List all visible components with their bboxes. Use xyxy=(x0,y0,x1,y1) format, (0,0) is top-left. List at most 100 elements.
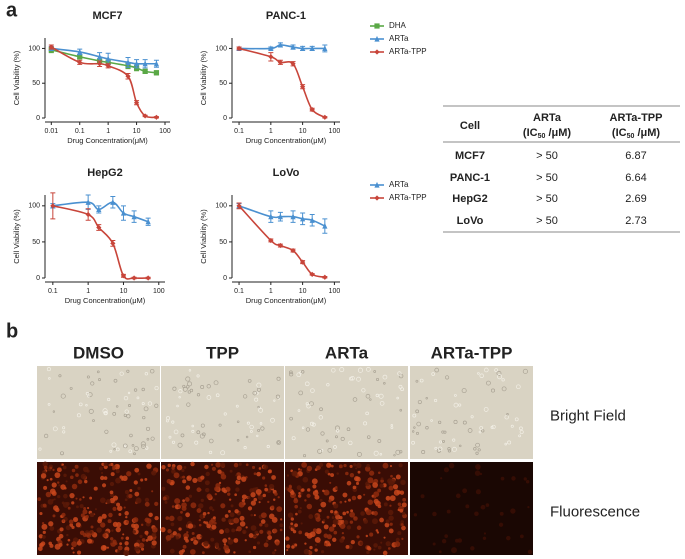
cell xyxy=(275,394,280,399)
fluorescent-cell xyxy=(377,488,382,493)
fluorescent-cell xyxy=(339,538,345,543)
cell xyxy=(258,407,263,413)
fluorescent-cell xyxy=(54,472,61,479)
cell xyxy=(339,367,345,373)
data-point xyxy=(322,114,328,120)
fluorescent-cell xyxy=(380,541,383,544)
fluorescent-cell xyxy=(274,492,278,496)
fluorescent-cell xyxy=(483,532,487,535)
fluorescent-cell xyxy=(389,495,396,502)
fluorescent-cell xyxy=(297,509,302,514)
fluorescent-cell xyxy=(110,537,114,541)
cell xyxy=(109,449,113,453)
fluorescent-cell xyxy=(164,500,168,504)
data-point xyxy=(48,44,54,50)
cell xyxy=(245,435,249,439)
fluorescent-cell xyxy=(40,541,46,546)
cell xyxy=(334,425,340,431)
fluorescent-cell xyxy=(101,483,107,488)
data-point xyxy=(105,55,111,62)
x-tick-label: 10 xyxy=(299,128,307,135)
fluorescent-cell xyxy=(465,504,470,509)
cell xyxy=(369,398,372,401)
fluorescent-cell xyxy=(375,529,379,532)
fluorescent-cell xyxy=(123,550,130,556)
fluorescent-cell xyxy=(365,534,369,538)
fluorescent-cell xyxy=(151,532,157,538)
data-point xyxy=(133,60,140,67)
fluorescent-cell xyxy=(262,464,269,470)
fluorescent-cell xyxy=(314,494,320,500)
fluorescent-cell xyxy=(244,539,247,542)
fluorescent-cell xyxy=(432,511,437,517)
cell xyxy=(301,426,305,430)
table-cell: 2.69 xyxy=(625,193,646,205)
fluorescent-cell xyxy=(344,500,347,503)
cell xyxy=(127,404,131,408)
fluorescent-cell xyxy=(82,466,89,473)
data-point xyxy=(309,45,315,52)
fluorescent-cell xyxy=(236,475,242,481)
fluorescent-cell xyxy=(366,550,370,555)
fluorescent-cell xyxy=(48,521,54,527)
fluorescent-cell xyxy=(66,543,69,546)
fluorescent-cell xyxy=(57,494,61,499)
cell xyxy=(249,424,254,430)
fluorescent-cell xyxy=(65,480,68,483)
fluorescent-cell xyxy=(342,511,347,516)
fluorescent-cell xyxy=(60,484,66,490)
fluorescent-cell xyxy=(253,535,256,538)
y-tick-label: 0 xyxy=(223,275,227,282)
fluorescent-cell xyxy=(187,523,194,529)
fluorescent-cell xyxy=(308,514,314,519)
fluorescent-cell xyxy=(229,469,233,473)
fluorescent-cell xyxy=(52,514,56,518)
y-tick-label: 100 xyxy=(215,45,227,52)
cell xyxy=(111,442,117,448)
fluorescent-cell xyxy=(42,530,46,535)
fluorescent-cell xyxy=(301,461,308,468)
fluorescent-cell xyxy=(145,538,149,542)
x-tick-label: 0.1 xyxy=(48,288,58,295)
cell xyxy=(124,409,129,414)
cell xyxy=(104,429,109,434)
fluorescent-cell xyxy=(373,491,380,498)
fluorescent-cell xyxy=(99,497,106,504)
fluorescent-cell xyxy=(76,550,82,555)
fluorescent-cell xyxy=(316,465,321,471)
fluorescent-cell xyxy=(397,531,402,536)
cell xyxy=(522,368,528,374)
cell xyxy=(442,439,445,443)
fluorescent-cell xyxy=(373,498,379,504)
bright-field-image xyxy=(410,366,533,459)
fluorescent-cell xyxy=(296,485,302,491)
fluorescent-cell xyxy=(144,501,150,507)
cell xyxy=(397,371,402,376)
cell xyxy=(206,384,211,389)
cell xyxy=(196,374,200,378)
fluorescent-cell xyxy=(273,528,278,534)
fluorescent-cell xyxy=(400,523,404,527)
fluorescent-cell xyxy=(198,503,204,509)
fluorescent-cell xyxy=(369,532,374,537)
fluorescent-cell xyxy=(326,534,332,540)
data-point xyxy=(153,70,160,76)
fluorescent-cell xyxy=(71,541,78,548)
fluorescent-cell xyxy=(292,529,297,534)
y-tick-label: 0 xyxy=(36,115,40,122)
cell xyxy=(186,402,191,407)
y-tick-label: 50 xyxy=(219,80,227,87)
fluorescent-cell xyxy=(318,462,324,467)
cell xyxy=(133,446,139,452)
cell xyxy=(255,391,259,395)
cell xyxy=(451,446,457,452)
fluorescent-cell xyxy=(204,480,210,486)
fluorescent-cell xyxy=(144,530,149,535)
cell xyxy=(256,382,262,388)
fluorescent-cell xyxy=(111,529,114,532)
fluorescent-cell xyxy=(105,499,111,504)
cell xyxy=(257,428,261,432)
fluorescent-cell xyxy=(385,541,391,547)
fluorescent-cell xyxy=(345,545,350,549)
